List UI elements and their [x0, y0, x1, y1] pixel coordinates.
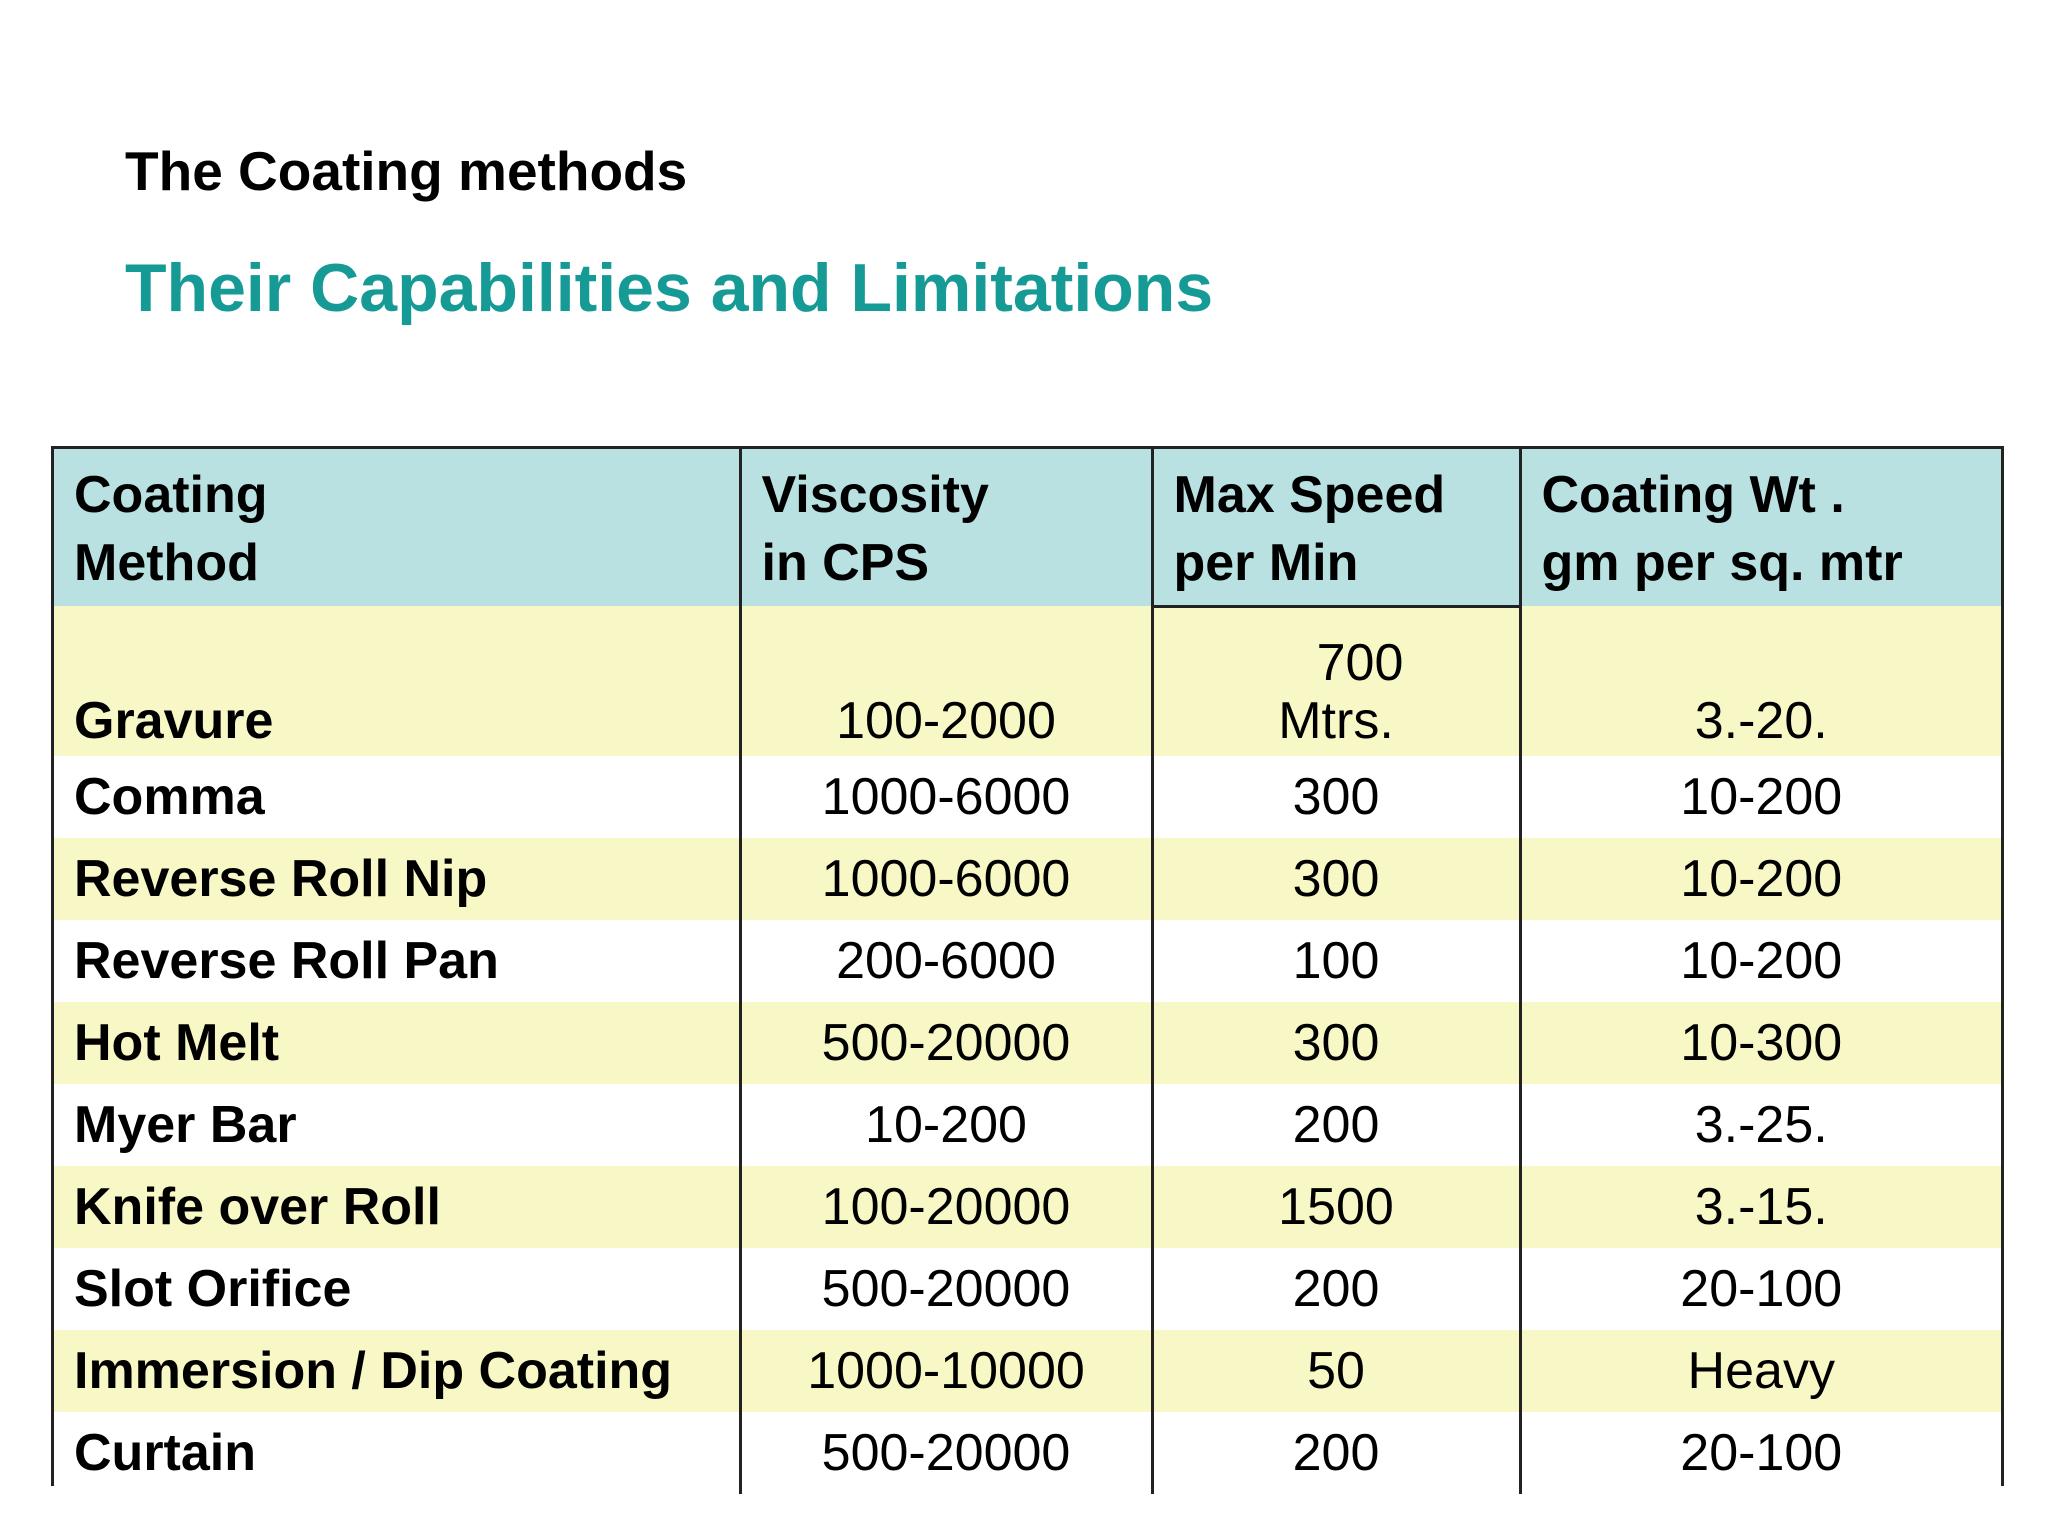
table-row: Curtain 500-20000 200 20-100 — [54, 1411, 2001, 1494]
cell-viscosity: 200-6000 — [738, 919, 1152, 1002]
cell-viscosity: 1000-6000 — [738, 837, 1152, 920]
header-coating-weight: Coating Wt . gm per sq. mtr — [1518, 449, 2001, 606]
cell-speed-unit: Mtrs. — [1278, 691, 1394, 750]
cell-weight: 3.-25. — [1518, 1083, 2001, 1166]
cell-method: Myer Bar — [54, 1083, 740, 1166]
coating-methods-table: Coating Method Viscosity in CPS Max Spee… — [51, 446, 2004, 1494]
cell-speed: 300 — [1150, 1001, 1520, 1084]
cell-method: Slot Orifice — [54, 1247, 740, 1330]
table-row: Slot Orifice 500-20000 200 20-100 — [54, 1247, 2001, 1330]
cell-method: Reverse Roll Pan — [54, 919, 740, 1002]
cell-weight: 20-100 — [1518, 1247, 2001, 1330]
cell-viscosity: 500-20000 — [738, 1001, 1152, 1084]
header-line: per Min — [1173, 534, 1359, 592]
header-max-speed: Max Speed per Min — [1150, 449, 1520, 608]
cell-speed: 1500 — [1150, 1165, 1520, 1248]
table-row: Immersion / Dip Coating 1000-10000 50 He… — [54, 1329, 2001, 1412]
cell-speed: 200 — [1150, 1411, 1520, 1494]
cell-speed: 200 — [1150, 1083, 1520, 1166]
slide-subtitle: Their Capabilities and Limitations — [125, 250, 1214, 326]
header-coating-method: Coating Method — [54, 449, 740, 606]
cell-viscosity: 10-200 — [738, 1083, 1152, 1166]
cell-speed: 700 Mtrs. — [1150, 606, 1520, 756]
slide-title: The Coating methods — [125, 140, 688, 202]
cell-method: Gravure — [54, 606, 740, 756]
cell-speed: 300 — [1150, 837, 1520, 920]
header-line: in CPS — [761, 534, 930, 592]
cell-weight: 3.-20. — [1518, 606, 2001, 756]
cell-weight: 10-200 — [1518, 755, 2001, 838]
cell-viscosity: 100-20000 — [738, 1165, 1152, 1248]
cell-speed-value: 700 — [1316, 633, 1404, 692]
header-line: Max Speed — [1173, 466, 1446, 524]
cell-weight: 10-300 — [1518, 1001, 2001, 1084]
table-row: Comma 1000-6000 300 10-200 — [54, 755, 2001, 838]
cell-method: Comma — [54, 755, 740, 838]
cell-weight: 10-200 — [1518, 837, 2001, 920]
cell-method: Reverse Roll Nip — [54, 837, 740, 920]
table-row: Hot Melt 500-20000 300 10-300 — [54, 1001, 2001, 1084]
header-line: Coating — [74, 466, 268, 524]
cell-weight: 3.-15. — [1518, 1165, 2001, 1248]
table-row: Knife over Roll 100-20000 1500 3.-15. — [54, 1165, 2001, 1248]
cell-method: Hot Melt — [54, 1001, 740, 1084]
cell-viscosity: 1000-10000 — [738, 1329, 1152, 1412]
header-line: gm per sq. mtr — [1541, 534, 1903, 592]
cell-weight: 20-100 — [1518, 1411, 2001, 1494]
table-row: Myer Bar 10-200 200 3.-25. — [54, 1083, 2001, 1166]
cell-speed: 300 — [1150, 755, 1520, 838]
cell-speed: 50 — [1150, 1329, 1520, 1412]
table-row: Reverse Roll Pan 200-6000 100 10-200 — [54, 919, 2001, 1002]
cell-viscosity: 500-20000 — [738, 1247, 1152, 1330]
table-row: Reverse Roll Nip 1000-6000 300 10-200 — [54, 837, 2001, 920]
header-line: Coating Wt . — [1541, 466, 1845, 524]
cell-viscosity: 100-2000 — [738, 606, 1152, 756]
cell-weight: Heavy — [1518, 1329, 2001, 1412]
header-line: Viscosity — [761, 466, 989, 524]
cell-speed: 100 — [1150, 919, 1520, 1002]
cell-speed: 200 — [1150, 1247, 1520, 1330]
header-viscosity: Viscosity in CPS — [738, 449, 1152, 606]
cell-viscosity: 500-20000 — [738, 1411, 1152, 1494]
cell-method: Curtain — [54, 1411, 740, 1494]
table-header-row: Coating Method Viscosity in CPS Max Spee… — [54, 449, 2001, 608]
cell-viscosity: 1000-6000 — [738, 755, 1152, 838]
cell-weight: 10-200 — [1518, 919, 2001, 1002]
header-line: Method — [74, 534, 259, 592]
cell-method: Immersion / Dip Coating — [54, 1329, 740, 1412]
cell-method: Knife over Roll — [54, 1165, 740, 1248]
table-row: Gravure 100-2000 700 Mtrs. 3.-20. — [54, 606, 2001, 756]
